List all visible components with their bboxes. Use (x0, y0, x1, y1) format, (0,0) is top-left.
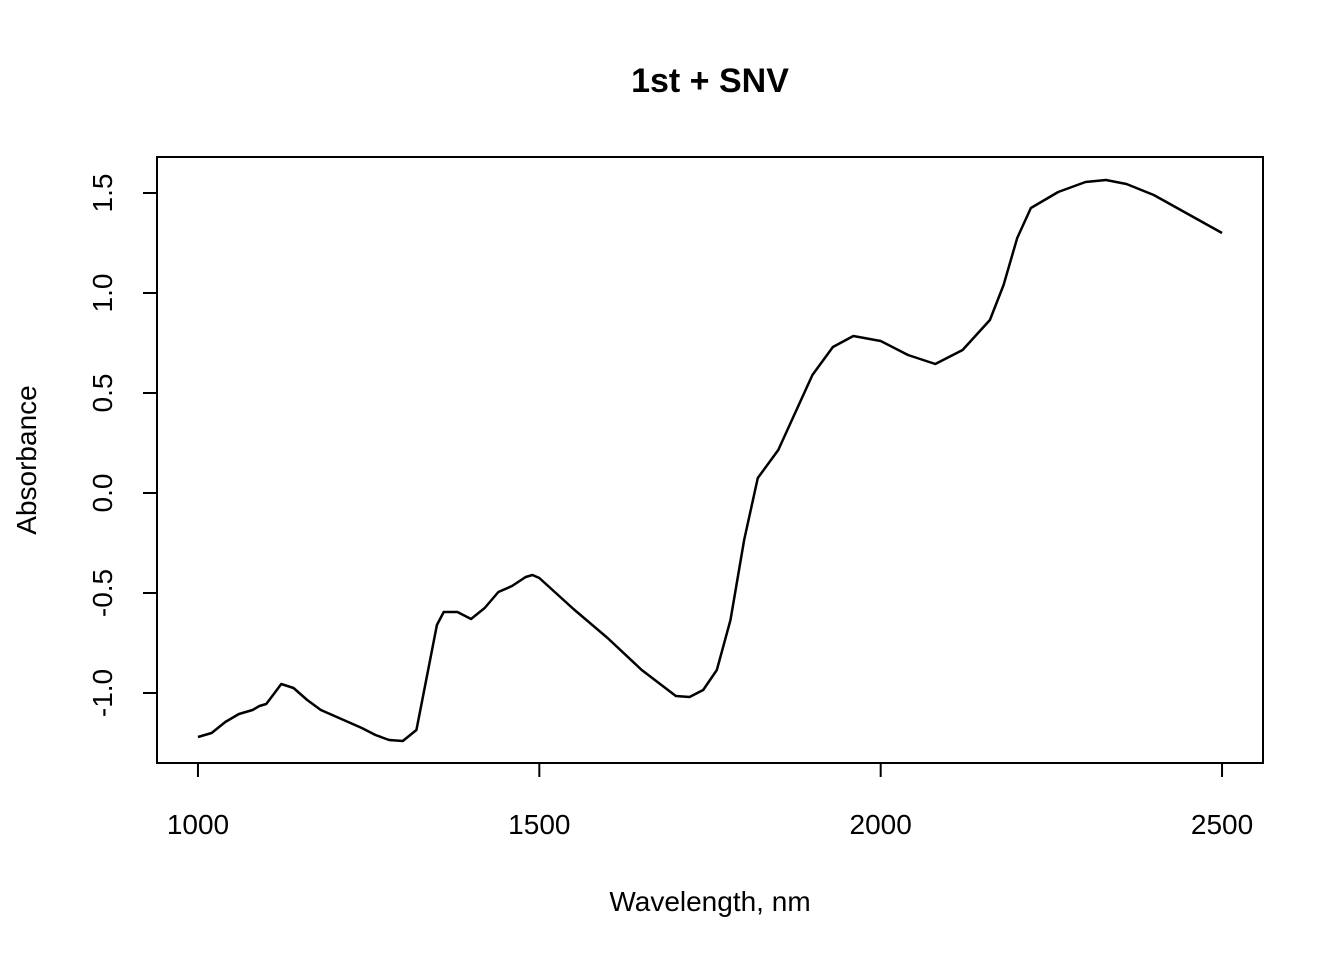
y-axis-label: Absorbance (11, 385, 42, 534)
plot-frame (156, 156, 1264, 764)
x-axis-label: Wavelength, nm (609, 886, 810, 917)
y-tick-label: 0.5 (87, 374, 118, 413)
x-tick-label: 1000 (167, 809, 229, 840)
x-tick-label: 2500 (1191, 809, 1253, 840)
y-tick-label: 1.0 (87, 274, 118, 313)
chart-title: 1st + SNV (631, 62, 789, 100)
data-line (197, 178, 1223, 743)
x-tick-label: 1500 (508, 809, 570, 840)
y-tick-label: -1.0 (87, 669, 118, 717)
x-tick-label: 2000 (850, 809, 912, 840)
y-tick-label: -0.5 (87, 569, 118, 617)
y-tick-label: 0.0 (87, 474, 118, 513)
y-tick-label: 1.5 (87, 174, 118, 213)
